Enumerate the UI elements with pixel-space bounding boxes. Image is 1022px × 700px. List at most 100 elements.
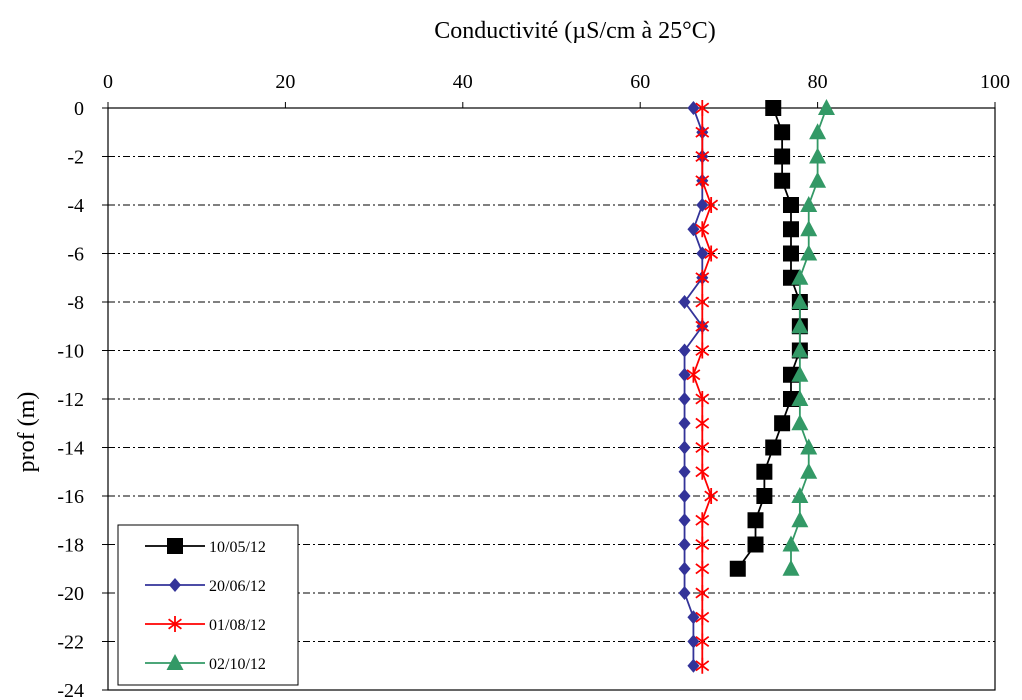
legend-marker — [166, 654, 184, 670]
data-point — [678, 561, 691, 576]
data-point — [687, 222, 700, 237]
y-tick-label: -8 — [67, 292, 84, 314]
data-point — [678, 367, 691, 382]
data-point — [695, 100, 710, 116]
legend-label: 20/06/12 — [209, 578, 266, 595]
data-point — [774, 415, 791, 432]
data-point — [678, 343, 691, 358]
data-point — [678, 513, 691, 528]
data-point — [687, 610, 700, 625]
data-point — [817, 99, 835, 115]
data-point — [686, 366, 701, 383]
y-tick-label: -10 — [57, 341, 84, 363]
legend-marker — [167, 538, 183, 554]
data-point — [704, 197, 719, 213]
data-point — [782, 245, 799, 262]
data-point — [774, 124, 791, 141]
legend-item: 02/10/12 — [145, 654, 266, 673]
data-point — [774, 148, 791, 165]
data-point — [695, 585, 710, 601]
y-tick-label: 0 — [74, 98, 84, 120]
data-point — [695, 512, 710, 529]
data-point — [695, 463, 710, 480]
data-point — [782, 221, 799, 238]
data-point — [678, 586, 691, 600]
data-point — [809, 171, 827, 188]
data-point — [765, 100, 782, 116]
data-point — [678, 440, 691, 455]
data-point — [800, 196, 818, 212]
data-point — [800, 244, 818, 261]
y-tick-label: -12 — [57, 389, 84, 411]
legend-marker — [168, 616, 182, 632]
data-point — [756, 488, 773, 504]
data-point — [696, 198, 709, 212]
data-point — [695, 124, 710, 141]
data-point — [695, 657, 710, 674]
data-point — [695, 318, 710, 335]
y-tick-label: -24 — [57, 680, 84, 700]
data-point — [800, 462, 818, 479]
data-point — [791, 317, 809, 334]
y-tick-label: -18 — [57, 535, 84, 557]
legend-box — [117, 524, 299, 686]
data-point — [687, 101, 700, 115]
y-tick-label: -4 — [67, 195, 84, 217]
x-tick-label: 100 — [980, 71, 1010, 93]
data-point — [809, 123, 827, 140]
data-point — [747, 512, 764, 529]
data-point — [791, 390, 809, 406]
series-0 — [729, 100, 808, 577]
x-tick-label: 0 — [103, 71, 113, 93]
data-point — [704, 245, 719, 262]
data-point — [678, 537, 691, 552]
gridlines — [108, 156, 995, 642]
data-point — [756, 463, 773, 480]
y-tick-label: -22 — [57, 632, 84, 654]
x-tick-label: 80 — [808, 71, 828, 93]
legend-label: 10/05/12 — [209, 539, 266, 556]
data-point — [695, 536, 710, 553]
legend-item: 01/08/12 — [145, 616, 266, 634]
y-tick-label: -2 — [67, 147, 84, 169]
data-point — [695, 415, 710, 432]
y-axis-title: prof (m) — [14, 392, 40, 473]
data-point — [809, 147, 827, 164]
data-point — [782, 535, 800, 552]
data-point — [678, 392, 691, 406]
data-point — [695, 633, 710, 650]
data-point — [695, 294, 710, 310]
data-point — [774, 172, 791, 189]
data-point — [747, 536, 764, 553]
legend-label: 01/08/12 — [209, 617, 266, 634]
legend-marker — [169, 578, 181, 592]
data-point — [791, 487, 809, 503]
series-line — [683, 107, 704, 666]
x-tick-label: 20 — [275, 71, 295, 93]
data-point — [695, 560, 710, 577]
data-point — [791, 268, 809, 285]
data-point — [782, 197, 799, 213]
data-point — [695, 221, 710, 238]
data-point — [678, 416, 691, 431]
x-tick-label: 60 — [630, 71, 650, 93]
y-tick-label: -20 — [57, 583, 84, 605]
data-point — [678, 489, 691, 503]
data-point — [678, 464, 691, 479]
x-tick-label: 40 — [453, 71, 473, 93]
y-tick-label: -14 — [57, 438, 84, 460]
series-2 — [686, 100, 719, 674]
data-point — [695, 609, 710, 626]
data-point — [696, 246, 709, 261]
data-point — [791, 414, 809, 431]
y-axis: 0 -2 -4 -6 -8 -10 -12 -14 -16 -18 -20 -22 -24 — [57, 98, 108, 700]
data-point — [791, 365, 809, 382]
x-axis: 0 20 40 60 80 100 — [103, 71, 1010, 108]
legend-label: 02/10/12 — [209, 656, 266, 673]
data-point — [704, 488, 719, 504]
y-tick-label: -16 — [57, 486, 84, 508]
legend: 10/05/12 20/06/12 01/08/12 02/10/12 — [117, 524, 299, 686]
data-point — [695, 439, 710, 456]
data-point — [800, 438, 818, 455]
